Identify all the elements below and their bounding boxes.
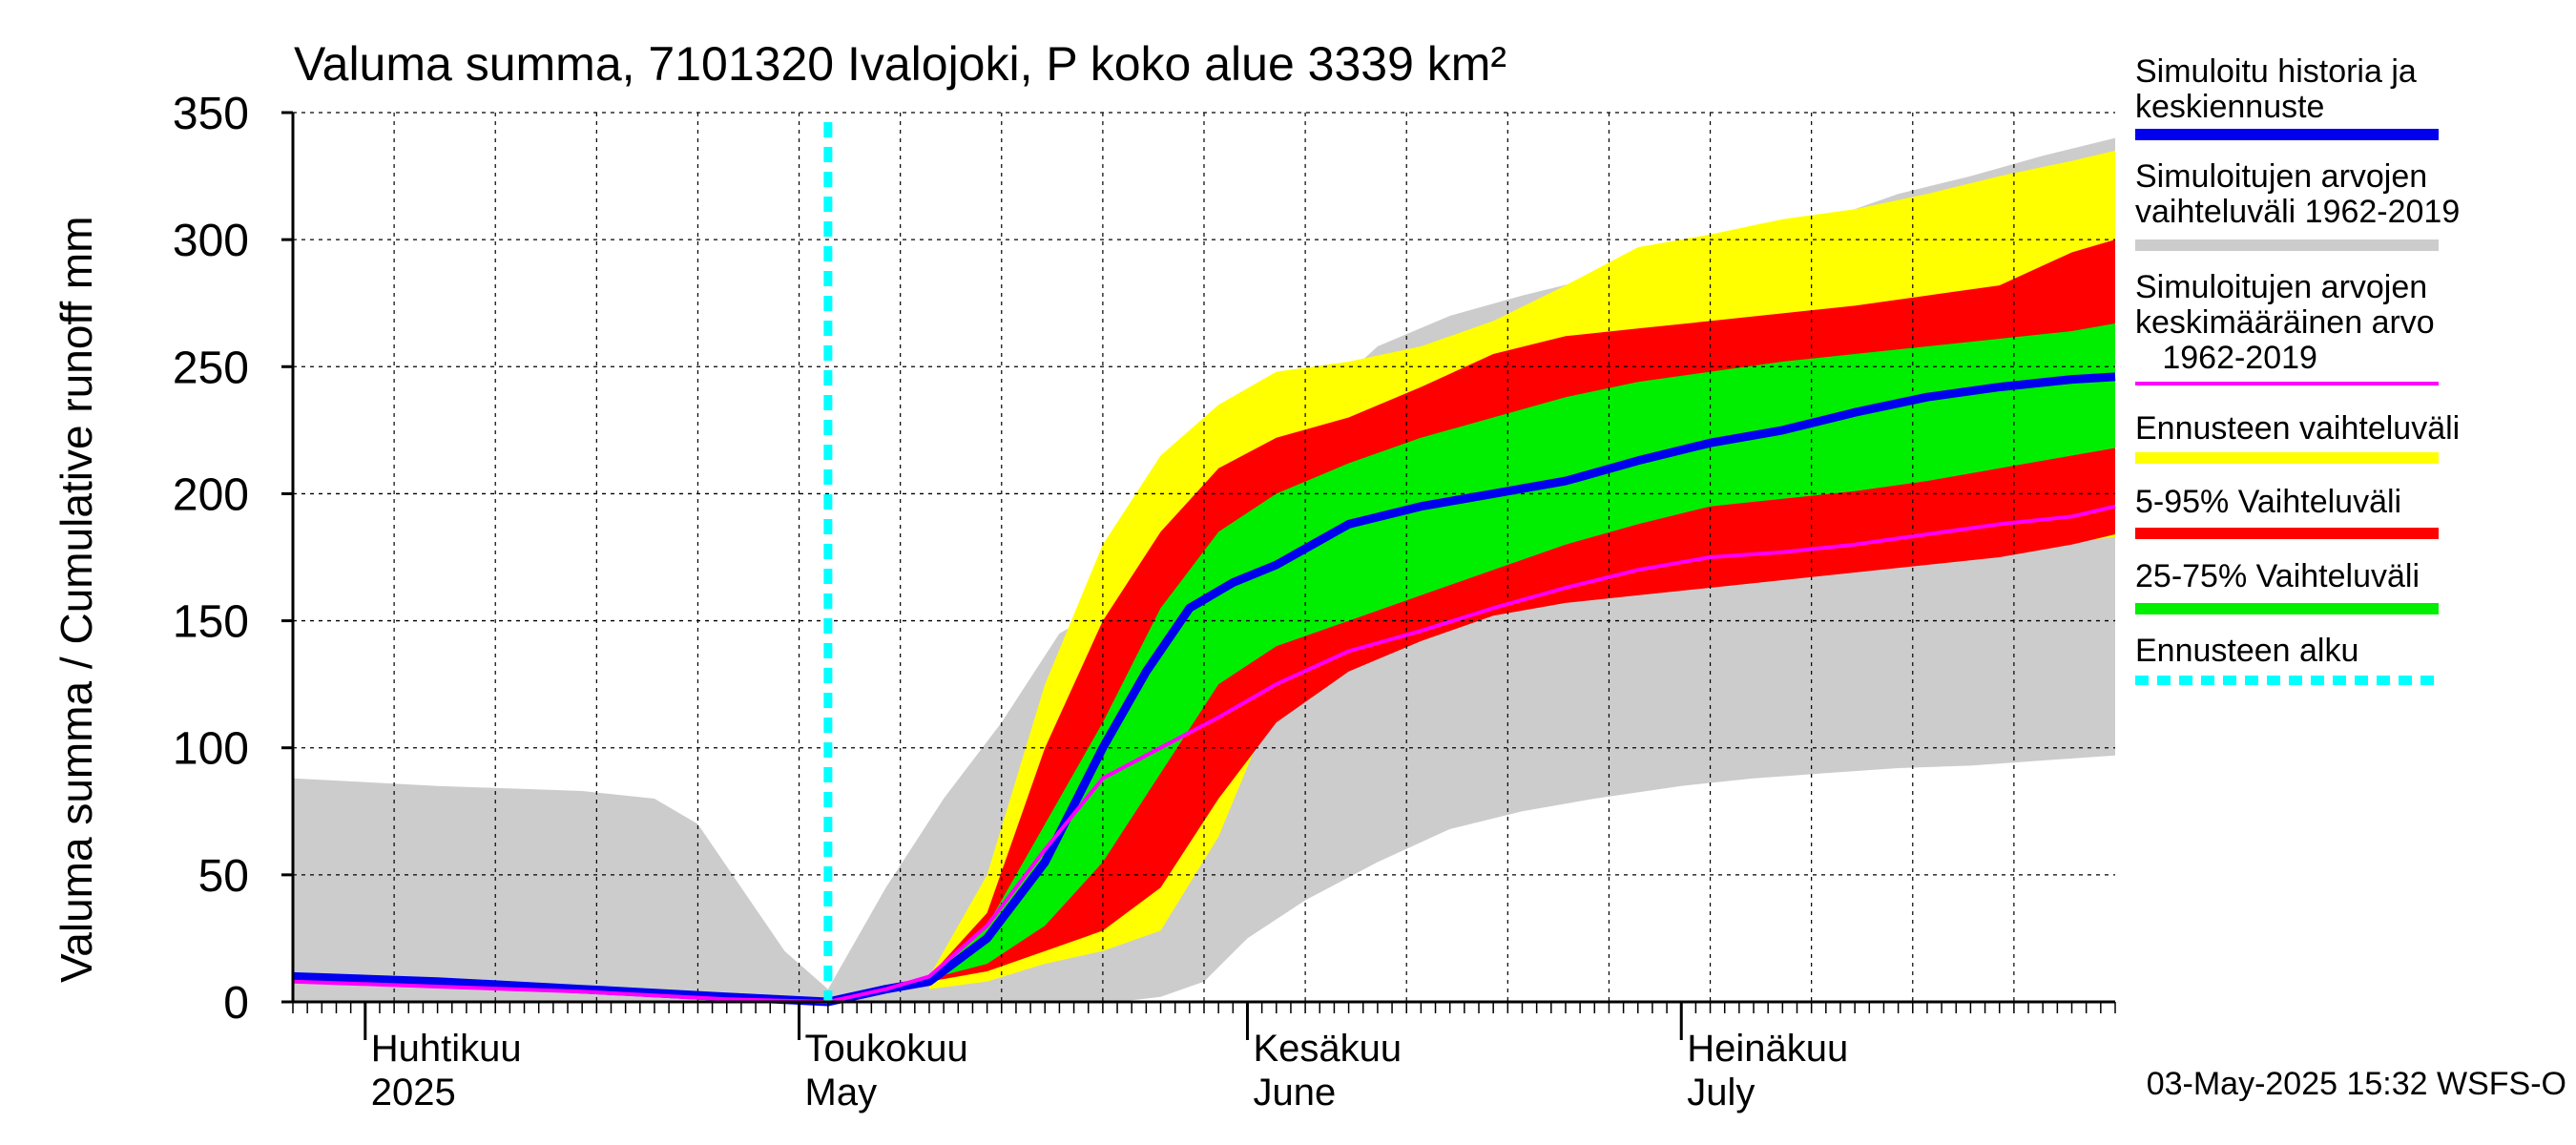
month-label-en: July [1687, 1072, 1755, 1114]
legend-label: Simuloitujen arvojen [2135, 269, 2427, 305]
month-label-en: June [1253, 1072, 1336, 1114]
y-tick-label: 300 [173, 216, 249, 266]
footer-timestamp: 03-May-2025 15:32 WSFS-O [2147, 1066, 2566, 1102]
y-tick-label: 250 [173, 343, 249, 393]
legend-label: Ennusteen alku [2135, 633, 2358, 669]
month-label-en: 2025 [371, 1072, 456, 1114]
legend-label: vaihteluväli 1962-2019 [2135, 194, 2460, 230]
month-label-fi: Huhtikuu [371, 1028, 522, 1070]
legend-label: keskiennuste [2135, 89, 2324, 125]
y-tick-label: 0 [223, 978, 249, 1029]
chart-title: Valuma summa, 7101320 Ivalojoki, P koko … [294, 37, 1506, 91]
legend-label: keskimääräinen arvo [2135, 304, 2435, 341]
y-tick-label: 150 [173, 597, 249, 648]
month-label-en: May [805, 1072, 878, 1114]
legend-label: 25-75% Vaihteluväli [2135, 558, 2420, 594]
y-axis-label: Valuma summa / Cumulative runoff mm [52, 216, 101, 983]
range-25-75-band [929, 323, 2115, 979]
y-tick-label: 200 [173, 469, 249, 520]
legend-label: Simuloitu historia ja [2135, 53, 2417, 90]
y-tick-label: 350 [173, 89, 249, 139]
month-label-fi: Heinäkuu [1687, 1028, 1848, 1070]
month-label-fi: Toukokuu [805, 1028, 968, 1070]
legend-label: Ennusteen vaihteluväli [2135, 410, 2460, 447]
legend-label: 1962-2019 [2135, 340, 2317, 376]
legend-label: 5-95% Vaihteluväli [2135, 484, 2401, 520]
y-tick-label: 50 [198, 851, 249, 902]
month-label-fi: Kesäkuu [1253, 1028, 1402, 1070]
grid-layer [293, 112, 2115, 1003]
legend-label: Simuloitujen arvojen [2135, 158, 2427, 195]
y-tick-label: 100 [173, 724, 249, 775]
